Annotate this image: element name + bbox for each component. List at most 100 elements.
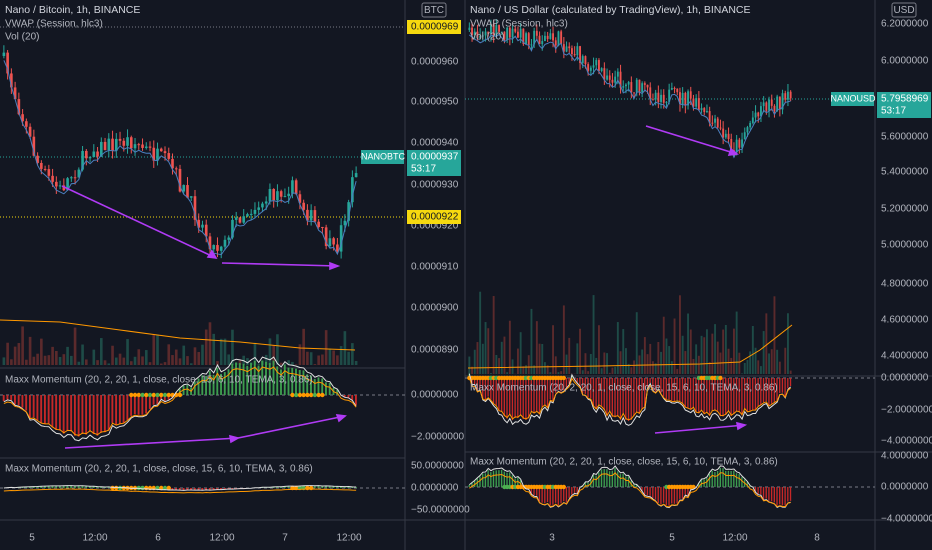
momentum-line xyxy=(468,373,791,426)
candle-body xyxy=(321,226,324,228)
candle-body xyxy=(614,76,617,83)
signal-dot xyxy=(290,392,295,398)
volume-bar xyxy=(681,335,684,374)
volume-bar xyxy=(684,351,687,374)
candle-body xyxy=(711,122,714,124)
momentum-bar xyxy=(622,473,624,487)
trend-arrow xyxy=(64,437,239,449)
candle-body xyxy=(114,138,118,151)
volume-bar xyxy=(253,342,257,365)
momentum-bar xyxy=(10,395,13,401)
momentum-bar xyxy=(725,470,727,487)
momentum-bar xyxy=(85,395,88,435)
momentum-bar xyxy=(719,378,721,417)
candle-body xyxy=(231,219,234,238)
candle-body xyxy=(544,35,546,42)
momentum-bar xyxy=(554,487,557,503)
price-label: 0.0000940 xyxy=(411,138,459,149)
indicator-title: Maxx Momentum (20, 2, 20, 1, close, clos… xyxy=(5,464,313,475)
volume-ma xyxy=(0,319,356,351)
candle-body xyxy=(189,196,193,198)
volume-bar xyxy=(476,342,479,374)
momentum-bar xyxy=(492,470,495,487)
momentum-bar xyxy=(205,375,207,395)
momentum-bar xyxy=(606,469,608,487)
candle-body xyxy=(743,132,746,140)
momentum-bar xyxy=(590,378,592,399)
volume-bar xyxy=(321,354,324,365)
candle-body xyxy=(332,238,335,245)
momentum-bar xyxy=(730,471,732,487)
volume-bar xyxy=(204,329,208,365)
momentum-bar xyxy=(36,486,39,488)
candle-body xyxy=(167,153,171,159)
candle-body xyxy=(174,168,178,170)
volume-bar xyxy=(36,353,39,365)
momentum-bar xyxy=(81,395,84,434)
candle-body xyxy=(253,209,257,214)
arrow-head xyxy=(206,249,218,259)
candle-body xyxy=(676,88,679,93)
volume-bar xyxy=(479,291,482,374)
signal-dot xyxy=(144,485,149,491)
momentum-bar xyxy=(343,486,346,488)
volume-bar xyxy=(544,362,546,374)
momentum-bar xyxy=(325,486,327,488)
signal-dot xyxy=(162,392,168,398)
candle-body xyxy=(137,144,141,146)
momentum-bar xyxy=(665,378,667,400)
momentum-bar xyxy=(784,487,786,506)
price-label: 0.0000960 xyxy=(411,57,459,68)
momentum-bar xyxy=(193,381,196,395)
momentum-bar xyxy=(92,395,95,435)
momentum-bar xyxy=(765,487,767,499)
momentum-bar xyxy=(517,378,519,419)
countdown: 53:17 xyxy=(881,106,906,117)
momentum-bar xyxy=(714,472,716,487)
volume-bar xyxy=(178,358,182,365)
candle-body xyxy=(627,82,630,85)
candle-body xyxy=(51,175,54,182)
momentum-bar xyxy=(608,378,611,412)
volume-bar xyxy=(722,329,725,374)
momentum-bar xyxy=(17,395,20,406)
volume-bar xyxy=(107,363,111,365)
candle-body xyxy=(471,27,473,35)
volume-bar xyxy=(99,338,103,365)
momentum-bar xyxy=(25,395,28,411)
momentum-bar xyxy=(511,475,514,487)
volume-bar xyxy=(517,348,519,374)
momentum-bar xyxy=(546,378,549,408)
momentum-bar xyxy=(576,378,578,383)
volume-bar xyxy=(500,341,503,374)
volume-bar xyxy=(662,316,665,374)
momentum-bar xyxy=(55,395,58,430)
momentum-bar xyxy=(706,477,708,487)
candle-body xyxy=(662,94,665,103)
momentum-bar xyxy=(100,486,103,488)
volume-bar xyxy=(789,370,792,374)
volume-bar xyxy=(557,372,560,374)
volume-bar xyxy=(643,337,646,374)
momentum-bar xyxy=(573,487,576,493)
volume-bar xyxy=(679,295,681,374)
signal-line xyxy=(468,377,791,421)
momentum-bar xyxy=(600,469,603,487)
price-label: 0.0000000 xyxy=(411,390,459,401)
symbol-title: Nano / US Dollar (calculated by TradingV… xyxy=(470,4,751,16)
momentum-bar xyxy=(197,488,200,490)
momentum-bar xyxy=(617,471,619,487)
candle-body xyxy=(706,111,708,113)
momentum-bar xyxy=(752,378,754,411)
volume-bar xyxy=(137,349,141,365)
momentum-bar xyxy=(625,378,627,420)
volume-bar xyxy=(276,334,279,365)
time-label: 12:00 xyxy=(209,533,234,544)
candle-body xyxy=(589,67,592,71)
volume-bar xyxy=(511,359,514,374)
candle-body xyxy=(514,28,517,32)
candle-body xyxy=(619,71,622,88)
volume-bar xyxy=(96,360,99,365)
momentum-bar xyxy=(88,486,91,488)
volume-bar xyxy=(757,360,760,374)
